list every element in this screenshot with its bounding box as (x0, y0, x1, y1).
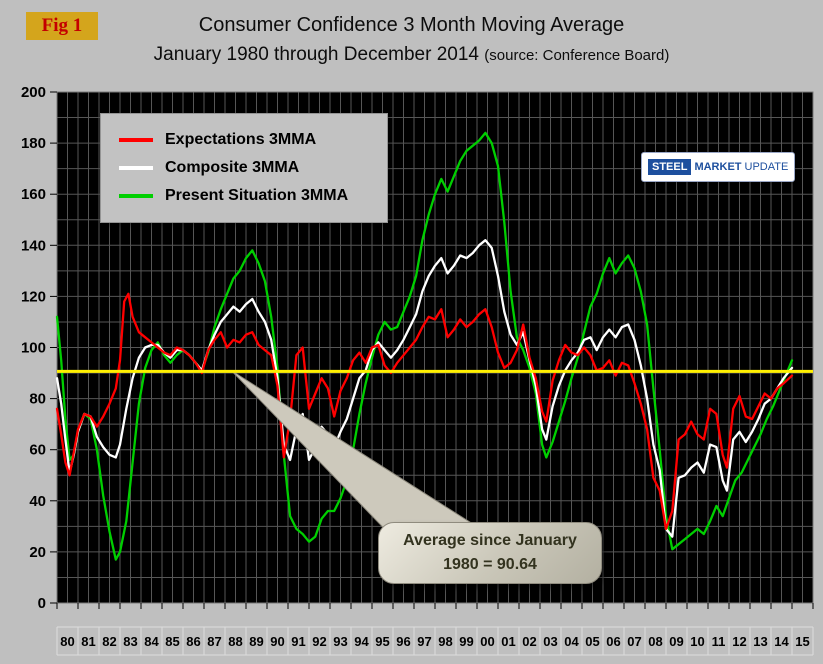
svg-text:06: 06 (606, 634, 620, 649)
legend-label-present-situation: Present Situation 3MMA (165, 187, 349, 204)
svg-text:99: 99 (459, 634, 473, 649)
title-block: Consumer Confidence 3 Month Moving Avera… (0, 14, 823, 66)
svg-text:40: 40 (29, 493, 46, 510)
chart-title: Consumer Confidence 3 Month Moving Avera… (198, 14, 625, 36)
chart-source: (source: Conference Board) (484, 47, 670, 64)
expectations-line-key-icon (119, 138, 153, 142)
svg-text:95: 95 (375, 634, 389, 649)
svg-text:82: 82 (102, 634, 116, 649)
svg-text:13: 13 (753, 634, 767, 649)
x-axis-labels: 80 81 82 83 84 85 86 87 88 89 90 91 92 93 94 95 96 97 98 99… (56, 603, 814, 656)
svg-text:60: 60 (29, 442, 46, 459)
svg-text:0: 0 (38, 595, 46, 612)
svg-text:01: 01 (501, 634, 515, 649)
svg-text:91: 91 (291, 634, 305, 649)
svg-text:05: 05 (585, 634, 599, 649)
smu-logo-market: MARKET (694, 161, 742, 173)
svg-text:03: 03 (543, 634, 557, 649)
average-callout-line1: Average since January (403, 532, 577, 549)
svg-text:93: 93 (333, 634, 347, 649)
svg-text:20: 20 (29, 544, 46, 561)
svg-text:120: 120 (21, 288, 46, 305)
svg-text:94: 94 (354, 634, 369, 649)
average-callout: Average since January 1980 = 90.64 (378, 522, 602, 584)
svg-text:97: 97 (417, 634, 431, 649)
smu-logo: STEEL MARKET UPDATE (641, 152, 796, 182)
svg-text:180: 180 (21, 135, 46, 152)
svg-text:200: 200 (21, 84, 46, 101)
svg-text:90: 90 (270, 634, 284, 649)
svg-text:07: 07 (627, 634, 641, 649)
series-line-composite-3mma (55, 239, 794, 538)
legend-label-expectations: Expectations 3MMA (165, 131, 317, 148)
chart-subtitle-text: January 1980 through December 2014 (153, 44, 479, 65)
svg-text:160: 160 (21, 186, 46, 203)
svg-text:86: 86 (186, 634, 200, 649)
svg-text:04: 04 (564, 634, 579, 649)
svg-text:88: 88 (228, 634, 242, 649)
chart-subtitle: January 1980 through December 2014 (sour… (0, 44, 823, 66)
svg-text:92: 92 (312, 634, 326, 649)
legend-label-composite: Composite 3MMA (165, 159, 300, 176)
svg-text:09: 09 (669, 634, 683, 649)
svg-text:98: 98 (438, 634, 452, 649)
composite-line-key-icon (119, 166, 153, 170)
present-situation-line-key-icon (119, 194, 153, 198)
svg-text:00: 00 (480, 634, 494, 649)
svg-text:80: 80 (29, 391, 46, 408)
svg-text:81: 81 (81, 634, 95, 649)
svg-text:96: 96 (396, 634, 410, 649)
svg-text:89: 89 (249, 634, 263, 649)
y-axis-labels: 0 20 40 60 80 100 120 140 160 180 200 (21, 84, 57, 612)
series-line-expectations-3mma (55, 292, 794, 531)
legend-item-expectations: Expectations 3MMA (119, 126, 369, 154)
legend-item-composite: Composite 3MMA (119, 154, 369, 182)
svg-text:14: 14 (774, 634, 789, 649)
series-line-present-situation-3mma (55, 131, 794, 561)
svg-text:87: 87 (207, 634, 221, 649)
smu-logo-update: UPDATE (744, 161, 789, 173)
svg-text:83: 83 (123, 634, 137, 649)
legend: Expectations 3MMA Composite 3MMA Present… (100, 113, 388, 223)
svg-text:100: 100 (21, 340, 46, 357)
smu-logo-steel: STEEL (648, 159, 692, 175)
svg-text:15: 15 (795, 634, 809, 649)
average-callout-line2: 1980 = 90.64 (443, 556, 537, 573)
svg-text:140: 140 (21, 237, 46, 254)
svg-text:11: 11 (712, 634, 726, 649)
svg-text:08: 08 (648, 634, 662, 649)
svg-text:12: 12 (732, 634, 746, 649)
legend-item-present-situation: Present Situation 3MMA (119, 182, 369, 210)
svg-text:84: 84 (144, 634, 159, 649)
svg-text:80: 80 (60, 634, 74, 649)
svg-text:02: 02 (522, 634, 536, 649)
figure-label: Fig 1 (26, 12, 98, 40)
svg-text:85: 85 (165, 634, 179, 649)
svg-text:10: 10 (690, 634, 704, 649)
